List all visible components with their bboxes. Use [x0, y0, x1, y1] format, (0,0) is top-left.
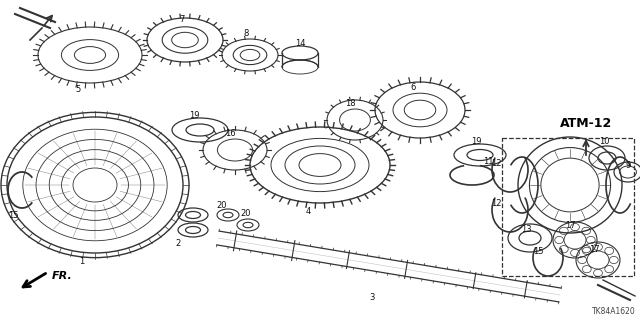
Text: 11: 11 [483, 157, 493, 166]
Text: 8: 8 [243, 29, 249, 38]
Text: 4: 4 [305, 207, 310, 217]
Text: TK84A1620: TK84A1620 [592, 307, 636, 316]
Text: 16: 16 [225, 129, 236, 138]
Text: 19: 19 [471, 137, 481, 146]
Text: 12: 12 [491, 198, 501, 207]
Text: 12: 12 [491, 158, 501, 167]
Text: ATM-12: ATM-12 [560, 117, 612, 130]
Text: 17: 17 [589, 245, 599, 254]
Text: 2: 2 [175, 239, 180, 249]
Text: 20: 20 [241, 210, 252, 219]
Text: 13: 13 [521, 226, 531, 235]
Bar [502, 138, 634, 276]
Text: 10: 10 [599, 137, 609, 146]
Text: 7: 7 [179, 14, 185, 23]
Text: 3: 3 [369, 292, 374, 301]
Text: 15: 15 [532, 247, 543, 257]
Text: 6: 6 [410, 84, 416, 92]
Text: 18: 18 [345, 100, 355, 108]
Text: 15: 15 [8, 212, 19, 220]
Text: 19: 19 [189, 111, 199, 121]
Text: 20: 20 [217, 202, 227, 211]
Text: 14: 14 [295, 38, 305, 47]
Text: 17: 17 [564, 221, 575, 230]
Text: FR.: FR. [52, 271, 73, 281]
Text: 5: 5 [76, 85, 81, 94]
Text: 1: 1 [79, 258, 84, 267]
Text: 9: 9 [625, 162, 630, 171]
